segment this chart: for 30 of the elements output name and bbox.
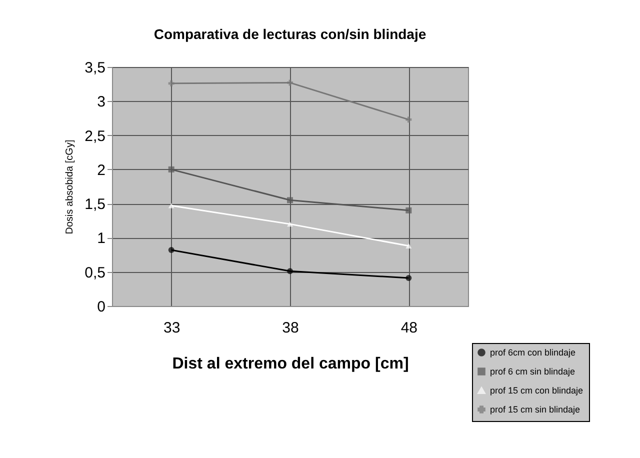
point	[287, 268, 293, 274]
point	[168, 203, 174, 208]
legend-label: prof 15 cm sin blindaje	[490, 404, 580, 414]
point	[168, 247, 174, 253]
y-tick-label: 3	[97, 94, 106, 111]
legend-label: prof 15 cm con blindaje	[490, 386, 584, 396]
y-tick-label: 3,5	[84, 60, 106, 76]
point	[168, 166, 174, 172]
point	[287, 221, 293, 227]
y-tick-label: 1,5	[84, 196, 106, 214]
x-tick-label: 48	[400, 320, 418, 336]
legend-label: prof 6cm con blindaje	[490, 348, 576, 358]
y-tick-label: 0	[97, 298, 106, 316]
legend-label: prof 6 cm sin blindaje	[490, 366, 576, 376]
point	[406, 275, 412, 281]
chart-title: Comparativa de lecturas con/sin blindaje	[154, 26, 426, 42]
point	[168, 80, 174, 86]
point	[406, 243, 412, 249]
point	[287, 80, 293, 86]
y-axis-title: Dosis absobida [cGy]	[64, 140, 76, 234]
x-tick-label: 38	[282, 320, 299, 336]
point	[406, 207, 412, 214]
y-tick-label: 0,5	[84, 264, 106, 282]
y-tick-label: 2	[97, 162, 106, 179]
point	[406, 116, 412, 123]
y-tick-label: 1	[97, 230, 106, 248]
y-tick-label: 2,5	[84, 128, 106, 145]
x-tick-label: 33	[163, 320, 180, 336]
x-axis-title: Dist al extremo del campo [cm]	[172, 356, 409, 372]
point	[287, 197, 293, 204]
